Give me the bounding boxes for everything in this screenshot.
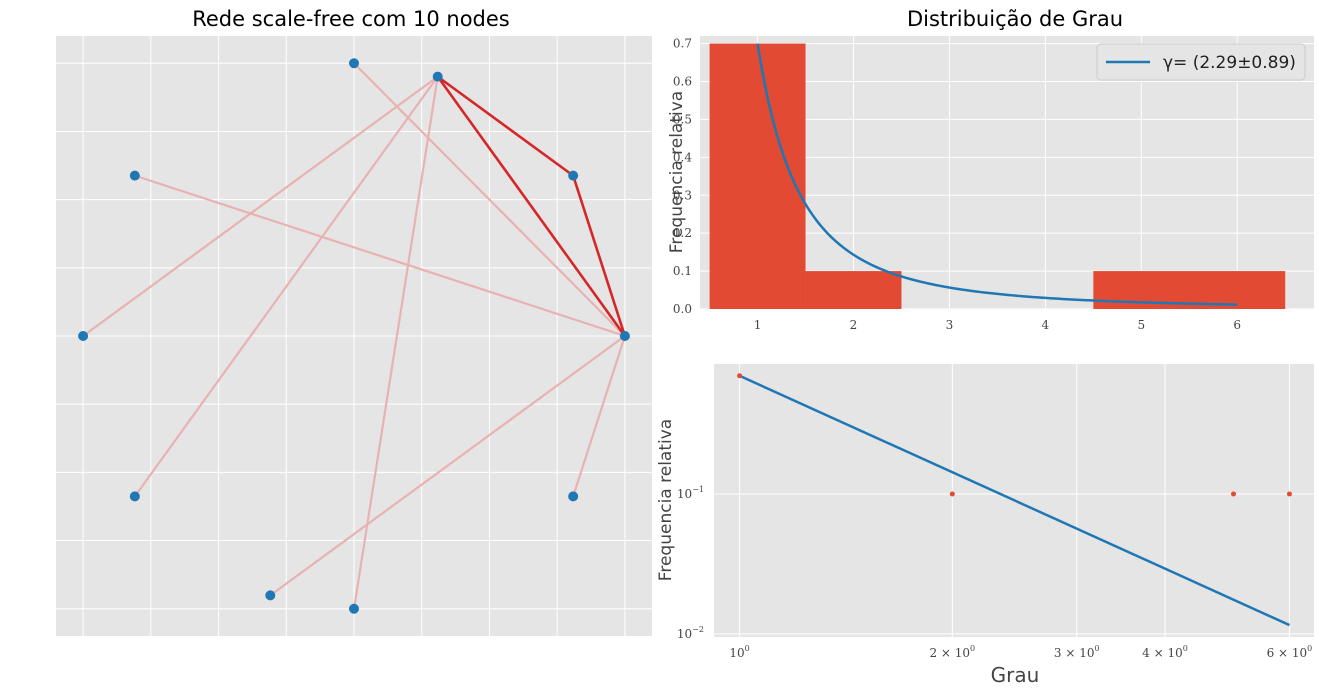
loglog-point [737,373,743,379]
network-grid [56,36,652,636]
network-edge [572,335,626,497]
loglog-x-tick-label: 6 × 100 [1267,644,1313,660]
network-node [568,491,579,502]
network-node [265,590,276,601]
histogram-x-tick-label: 6 [1233,318,1241,332]
loglog-x-ticks: 100 2 × 100 3 × 100 4 × 100 6 × 100 [729,644,1312,660]
histogram-y-tick-label: 0.5 [673,112,692,126]
loglog-fit-line [739,374,1290,627]
network-edge [133,75,439,498]
network-edge [82,75,439,337]
network-nodes [78,58,630,614]
histogram-x-tick-label: 1 [754,318,762,332]
loglog-y-tick-label: 10−2 [677,625,704,641]
network-node [349,58,359,69]
histogram-y-tick-label: 0.7 [673,37,692,51]
histogram-bar [805,271,902,309]
histogram-fit-line [756,43,1238,306]
histogram-y-tick-label: 0.0 [673,302,692,316]
loglog-panel: 100 2 × 100 3 × 100 4 × 100 6 × 100 10−1 10−2… [656,364,1314,687]
histogram-y-tick-label: 0.6 [673,75,692,89]
network-title: Rede scale-free com 10 nodes [192,7,510,31]
histogram-x-ticks: 1 2 3 4 5 6 [754,318,1241,332]
legend: γ= (2.29±0.89) [1096,43,1306,81]
network-edge [353,62,626,337]
network-node [432,71,443,82]
network-hub-edge [571,175,627,337]
histogram-y-tick-label: 0.4 [673,150,692,164]
loglog-y-tick-label: 10−1 [677,485,704,501]
network-panel: Rede scale-free com 10 nodes [56,7,652,636]
histogram-y-tick-label: 0.1 [673,264,692,278]
loglog-x-tick-label: 100 [729,644,749,660]
loglog-x-tick-label: 4 × 100 [1142,644,1188,660]
network-edge [134,174,626,338]
network-node [129,491,140,502]
network-node [568,170,579,181]
loglog-x-label: Grau [991,663,1040,687]
histogram-y-tick-label: 0.2 [673,226,692,240]
histogram-y-ticks: 0.0 0.1 0.2 0.3 0.4 0.5 0.6 0.7 [673,37,692,316]
histogram-x-tick-label: 3 [946,318,954,332]
network-node [129,170,140,181]
network-edge [269,335,626,597]
loglog-points [737,373,1292,497]
loglog-point [949,491,955,497]
histogram-y-label: Frequencia relativa [667,91,687,253]
network-hub-edge [436,75,626,337]
legend-label: γ= (2.29±0.89) [1163,53,1296,73]
histogram-title: Distribuição de Grau [907,7,1123,31]
network-node [78,331,89,341]
histogram-x-tick-label: 2 [850,318,858,332]
histogram-y-tick-label: 0.3 [673,188,692,202]
network-hub-edge [436,75,574,177]
loglog-y-ticks: 10−1 10−2 [677,485,704,641]
loglog-y-label: Frequencia relativa [656,419,676,581]
histogram-fit-curve [756,43,1238,306]
histogram-panel: Distribuição de Grau 1 2 3 4 5 6 0.0 0.1 0.2 0.3… [667,7,1314,332]
network-node [619,331,630,341]
network-edges [82,62,627,609]
loglog-point [1230,491,1236,497]
legend-box [1096,43,1306,81]
loglog-fit-line-segment [739,374,1290,627]
histogram-x-tick-label: 4 [1042,318,1050,332]
loglog-grid [714,364,1314,637]
network-edge [352,76,439,609]
loglog-point [1286,491,1292,497]
histogram-x-tick-label: 5 [1137,318,1145,332]
loglog-x-tick-label: 3 × 100 [1054,644,1100,660]
network-node [349,603,359,614]
loglog-x-tick-label: 2 × 100 [929,644,975,660]
histogram-bar [709,43,806,309]
